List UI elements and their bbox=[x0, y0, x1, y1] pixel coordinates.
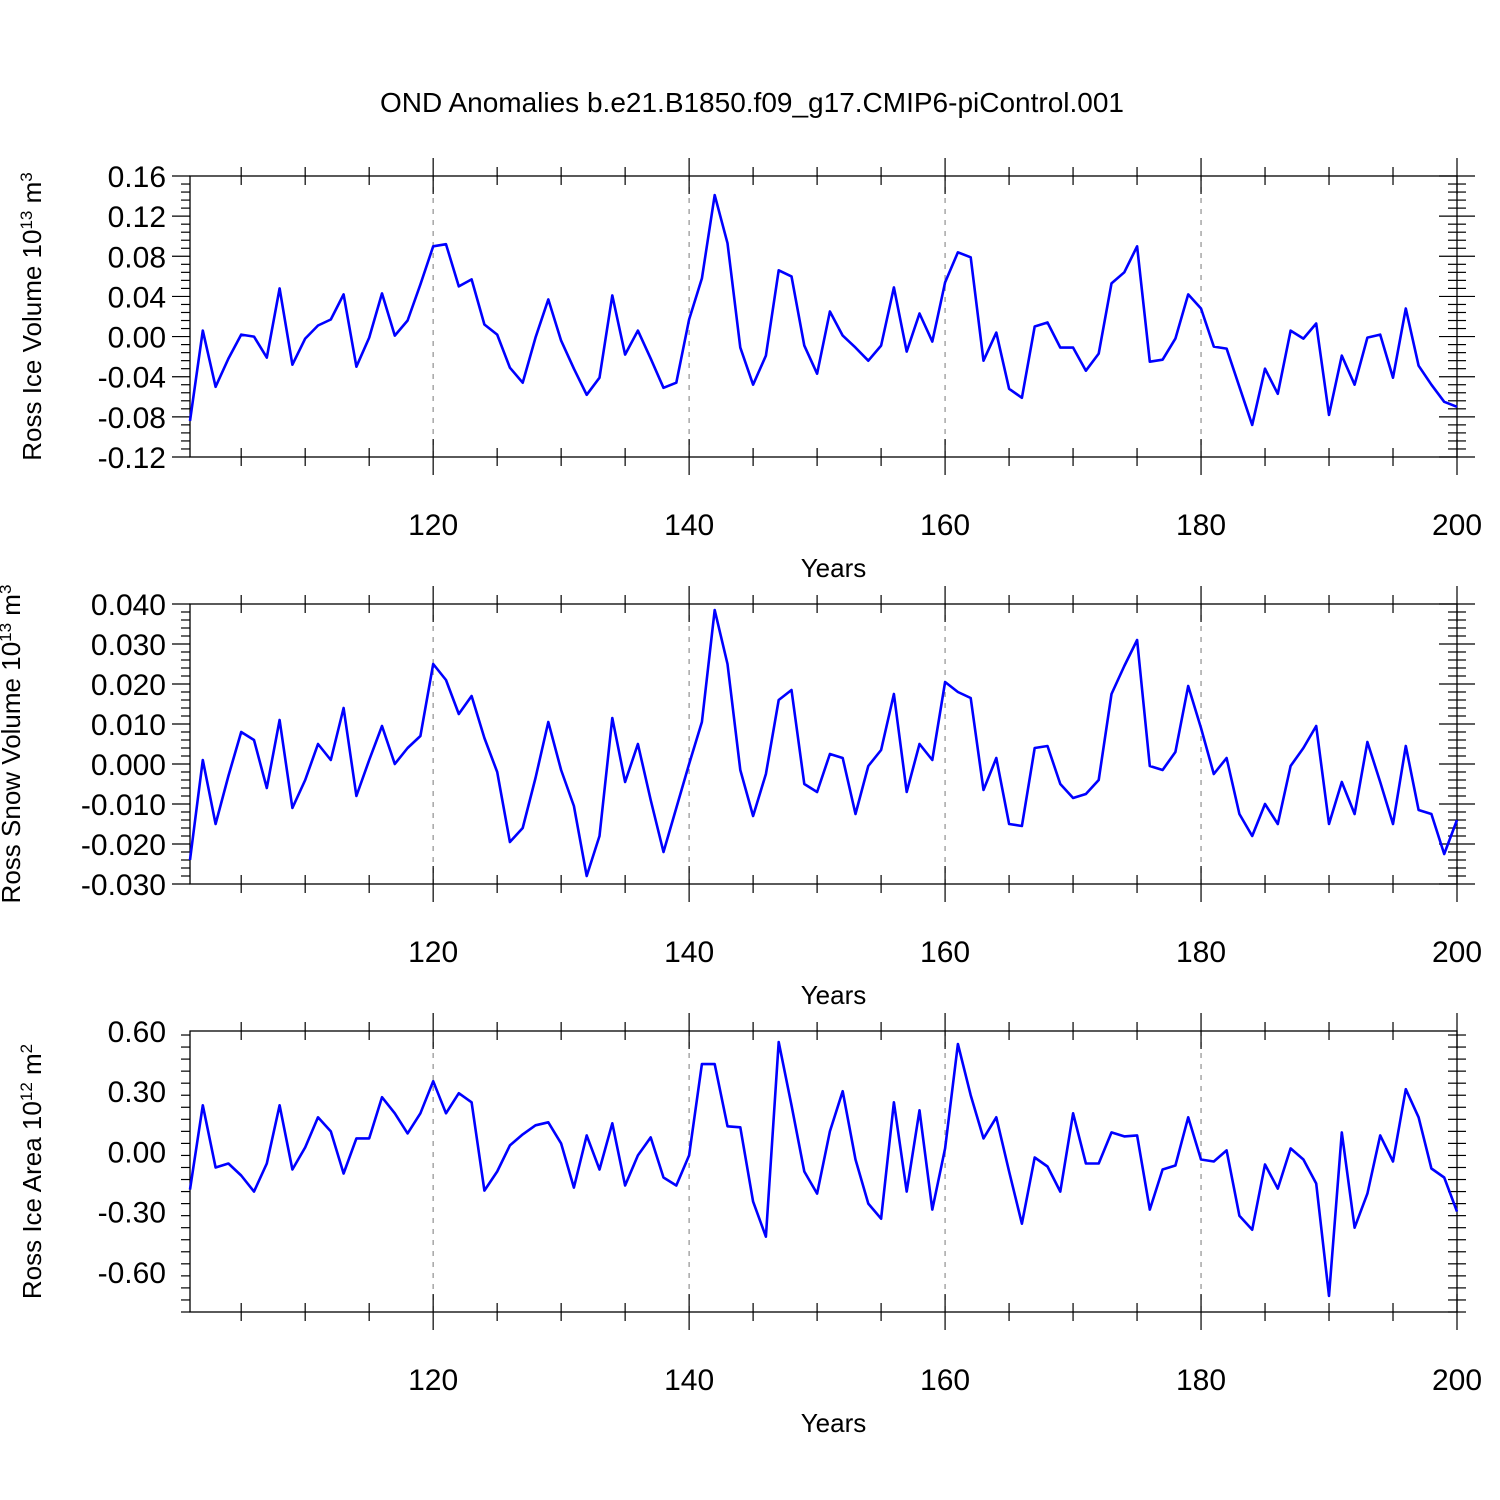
x-axis-label: Years bbox=[801, 553, 867, 583]
plot-frame bbox=[189, 1030, 1458, 1313]
y-tick-label: -0.30 bbox=[98, 1197, 166, 1230]
x-tick-label: 180 bbox=[1176, 509, 1226, 542]
x-tick-label: 120 bbox=[408, 936, 458, 969]
y-axis-label: Ross Snow Volume 1013 m3 bbox=[0, 585, 26, 904]
x-tick-label: 140 bbox=[664, 1364, 714, 1397]
y-axis-label-ylabel-unit: m bbox=[0, 594, 26, 623]
x-tick-label: 160 bbox=[920, 509, 970, 542]
series-line bbox=[188, 608, 1459, 878]
y-axis-label-ylabel-main: Ross Ice Area 10 bbox=[17, 1101, 47, 1299]
y-axis-label-ylabel-unit-exp: 3 bbox=[17, 172, 36, 181]
y-axis-label: Ross Ice Area 1012 m2 bbox=[17, 1044, 47, 1299]
y-tick-label: -0.12 bbox=[98, 442, 166, 475]
x-tick-label: 180 bbox=[1176, 1364, 1226, 1397]
y-tick-label: 0.60 bbox=[108, 1016, 166, 1049]
x-axis-label: Years bbox=[801, 1408, 867, 1438]
y-axis-label-ylabel-exp: 12 bbox=[17, 1082, 36, 1101]
panel-1: 120 140 160 180 200 Years -0.12 -0.08 -0.04 0.00 0… bbox=[17, 158, 1482, 583]
y-tick-label: 0.00 bbox=[108, 322, 166, 355]
y-tick-label: 0.020 bbox=[91, 669, 166, 702]
y-tick-label: 0.010 bbox=[91, 709, 166, 742]
series-line bbox=[188, 1040, 1459, 1298]
y-axis-label-ylabel-unit: m bbox=[17, 182, 47, 211]
y-tick-label: 0.08 bbox=[108, 241, 166, 274]
x-tick-label: 200 bbox=[1432, 936, 1482, 969]
y-tick-label: 0.12 bbox=[108, 201, 166, 234]
y-tick-label: -0.020 bbox=[81, 829, 166, 862]
x-tick-label: 200 bbox=[1432, 509, 1482, 542]
y-tick-label: -0.04 bbox=[98, 362, 166, 395]
y-axis-label-ylabel-unit: m bbox=[17, 1053, 47, 1082]
y-tick-label: -0.08 bbox=[98, 402, 166, 435]
y-tick-label: 0.000 bbox=[91, 749, 166, 782]
y-tick-label: -0.60 bbox=[98, 1257, 166, 1290]
y-axis-label-ylabel-unit-exp: 2 bbox=[17, 1044, 36, 1053]
y-tick-label: 0.030 bbox=[91, 629, 166, 662]
y-axis-label-ylabel-exp: 13 bbox=[17, 211, 36, 230]
y-tick-label: 0.04 bbox=[108, 281, 166, 314]
y-axis-label-ylabel-main: Ross Snow Volume 10 bbox=[0, 642, 26, 904]
chart-title: OND Anomalies b.e21.B1850.f09_g17.CMIP6-… bbox=[380, 87, 1124, 118]
x-tick-label: 120 bbox=[408, 509, 458, 542]
plot-frame bbox=[189, 603, 1458, 885]
y-tick-label: -0.030 bbox=[81, 869, 166, 902]
x-tick-label: 180 bbox=[1176, 936, 1226, 969]
x-tick-label: 160 bbox=[920, 1364, 970, 1397]
y-tick-label: 0.00 bbox=[108, 1136, 166, 1169]
x-axis-label: Years bbox=[801, 980, 867, 1010]
y-axis-label-ylabel-unit-exp: 3 bbox=[0, 585, 15, 594]
y-axis-label: Ross Ice Volume 1013 m3 bbox=[17, 172, 47, 461]
y-axis-label-ylabel-exp: 13 bbox=[0, 623, 15, 642]
x-tick-label: 140 bbox=[664, 509, 714, 542]
y-tick-label: 0.30 bbox=[108, 1076, 166, 1109]
x-tick-label: 160 bbox=[920, 936, 970, 969]
x-tick-label: 120 bbox=[408, 1364, 458, 1397]
panel-3: 120 140 160 180 200 Years -0.60 -0.30 0.00 0.30 0.… bbox=[17, 1013, 1482, 1438]
y-axis-label-ylabel-main: Ross Ice Volume 10 bbox=[17, 230, 47, 461]
x-tick-label: 200 bbox=[1432, 1364, 1482, 1397]
x-tick-label: 140 bbox=[664, 936, 714, 969]
y-tick-label: 0.16 bbox=[108, 161, 166, 194]
series-line bbox=[188, 193, 1458, 427]
y-tick-label: -0.010 bbox=[81, 789, 166, 822]
plot-frame bbox=[189, 175, 1458, 458]
y-tick-label: 0.040 bbox=[91, 589, 166, 622]
panels: 120 140 160 180 200Years-0.12-0.08-0.040.000… bbox=[0, 158, 1482, 1438]
panel-2: 120 140 160 180 200 Years -0.030 -0.020 -0.010 0.… bbox=[0, 585, 1482, 1010]
